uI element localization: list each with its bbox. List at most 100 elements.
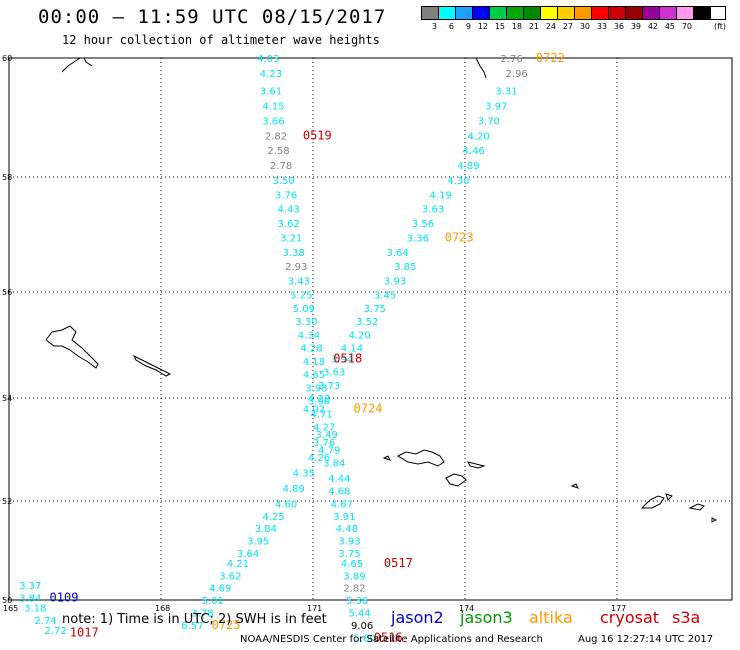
generated-timestamp: Aug 16 12:27:14 UTC 2017 xyxy=(578,634,714,645)
wave-height-value: 3.75 xyxy=(338,549,360,560)
island-right-1 xyxy=(640,495,665,509)
wave-height-value: 2.76 xyxy=(500,54,522,65)
legend-swatch-7 xyxy=(541,7,558,19)
legend-swatch-5 xyxy=(507,7,524,19)
legend-labels: 3 6 9 12 15 18 21 24 27 30 33 36 39 42 45 70 (ft) xyxy=(421,22,726,31)
wave-height-value: 3.70 xyxy=(478,116,500,127)
wave-height-value: 4.79 xyxy=(318,446,340,457)
lat-label-56: 56 xyxy=(2,288,12,297)
wave-height-value: 4.25 xyxy=(262,512,284,523)
wave-height-value: 3.93 xyxy=(338,537,360,548)
wave-height-value: 3.31 xyxy=(495,87,517,98)
wave-height-value: 4.68 xyxy=(328,487,350,498)
wave-height-value: 2.74 xyxy=(34,616,56,627)
map-frame xyxy=(8,57,733,601)
pass-time-label: 0516 xyxy=(374,631,403,645)
wave-height-value: 4.43 xyxy=(278,205,300,216)
wave-height-value: 4.20 xyxy=(348,330,370,341)
wave-height-value: 4.15 xyxy=(262,102,284,113)
wave-height-value: 4.21 xyxy=(227,559,249,570)
wave-height-value: 4.65 xyxy=(341,559,363,570)
legend-swatch-8 xyxy=(558,7,575,19)
wave-height-value: 3.75 xyxy=(364,304,386,315)
legend-swatch-15 xyxy=(677,7,694,19)
wave-height-value: 4.71 xyxy=(310,409,332,420)
wave-height-value: 4.19 xyxy=(430,190,452,201)
wave-height-value: 3.52 xyxy=(356,317,378,328)
wave-height-value: 2.96 xyxy=(506,69,528,80)
coastline-top-right xyxy=(475,57,487,79)
wave-height-value: 3.73 xyxy=(318,381,340,392)
legend-label-9: 30 xyxy=(579,22,590,31)
legend-label-11: 36 xyxy=(613,22,624,31)
island-left-large xyxy=(45,325,99,369)
legend-swatch-13 xyxy=(643,7,660,19)
island-right-3 xyxy=(688,503,705,511)
wave-height-value: 4.35 xyxy=(293,469,315,480)
island-small-3 xyxy=(570,483,579,489)
map-title: 00:00 – 11:59 UTC 08/15/2017 xyxy=(38,6,387,28)
wave-height-value: 5.44 xyxy=(348,609,370,620)
wave-height-value: 3.94 xyxy=(331,354,353,365)
legend-label-8: 27 xyxy=(562,22,573,31)
lat-lon-grid xyxy=(8,57,733,601)
lat-label-54: 54 xyxy=(2,394,12,403)
wave-height-value: 4.22 xyxy=(308,394,330,405)
lon-label-177: 177 xyxy=(611,604,626,613)
wave-height-value: 3.64 xyxy=(386,248,408,259)
wave-height-value: 4.67 xyxy=(331,499,353,510)
wave-height-value: 3.63 xyxy=(323,368,345,379)
wave-height-value: 4.48 xyxy=(336,524,358,535)
wave-height-value: 3.43 xyxy=(288,277,310,288)
legend-label-4: 15 xyxy=(494,22,505,31)
map-subtitle: 12 hour collection of altimeter wave hei… xyxy=(62,33,380,47)
pass-time-label: 0722 xyxy=(536,51,565,65)
lon-label-165: 165 xyxy=(3,604,18,613)
wave-height-value: 3.97 xyxy=(485,102,507,113)
wave-height-value: 3.63 xyxy=(422,205,444,216)
legend-swatches xyxy=(421,6,727,20)
wave-height-value: 3.49 xyxy=(316,430,338,441)
pass-time-label: 0518 xyxy=(333,351,362,365)
wave-height-labels: 2.76 2.96 3.31 3.97 3.70 4.20 4.46 4.89 4.30 4.19… xyxy=(19,54,528,645)
wave-height-value: 4.03 xyxy=(257,54,279,65)
pass-time-label: 0724 xyxy=(354,401,383,415)
legend-swatch-4 xyxy=(490,7,507,19)
wave-height-value: 4.60 xyxy=(275,499,297,510)
wave-height-value: 5.01 xyxy=(202,596,224,607)
wave-height-value: 3.18 xyxy=(24,604,46,615)
island-small-1 xyxy=(382,455,391,461)
lon-label-174: 174 xyxy=(459,604,474,613)
legend-label-14: 45 xyxy=(664,22,675,31)
wave-height-value: 3.66 xyxy=(262,116,284,127)
wave-height-value: 3.56 xyxy=(412,219,434,230)
island-small-2 xyxy=(467,461,486,469)
legend-swatch-10 xyxy=(592,7,609,19)
wave-height-value: 9.06 xyxy=(351,621,373,632)
legend-unit: (ft) xyxy=(714,22,727,31)
wave-height-value: 3.30 xyxy=(295,317,317,328)
island-right-4 xyxy=(711,517,718,523)
wave-height-value: 4.02 xyxy=(303,404,325,415)
sat-label-s3a: s3a xyxy=(672,608,701,627)
legend-swatch-0 xyxy=(422,7,439,19)
pass-time-label: 0517 xyxy=(384,556,413,570)
wave-height-value: 3.78 xyxy=(191,609,213,620)
island-attu xyxy=(396,449,445,467)
wave-height-value: 3.76 xyxy=(313,438,335,449)
pass-time-label: 0109 xyxy=(50,591,79,605)
wave-height-value: 4.23 xyxy=(260,69,282,80)
legend-label-0: 3 xyxy=(431,22,437,31)
lat-label-50: 50 xyxy=(2,596,12,605)
wave-height-value: 4.27 xyxy=(313,422,335,433)
lat-label-52: 52 xyxy=(2,497,12,506)
wave-height-value: 6.57 xyxy=(181,621,203,632)
sat-label-jason3: jason3 xyxy=(460,608,513,627)
lon-label-168: 168 xyxy=(155,604,170,613)
wave-height-value: 5.60 xyxy=(354,634,376,645)
legend-swatch-1 xyxy=(439,7,456,19)
wave-height-value: 3.89 xyxy=(343,571,365,582)
legend-label-15: 70 xyxy=(681,22,692,31)
legend-swatch-6 xyxy=(524,7,541,19)
legend-swatch-3 xyxy=(473,7,490,19)
